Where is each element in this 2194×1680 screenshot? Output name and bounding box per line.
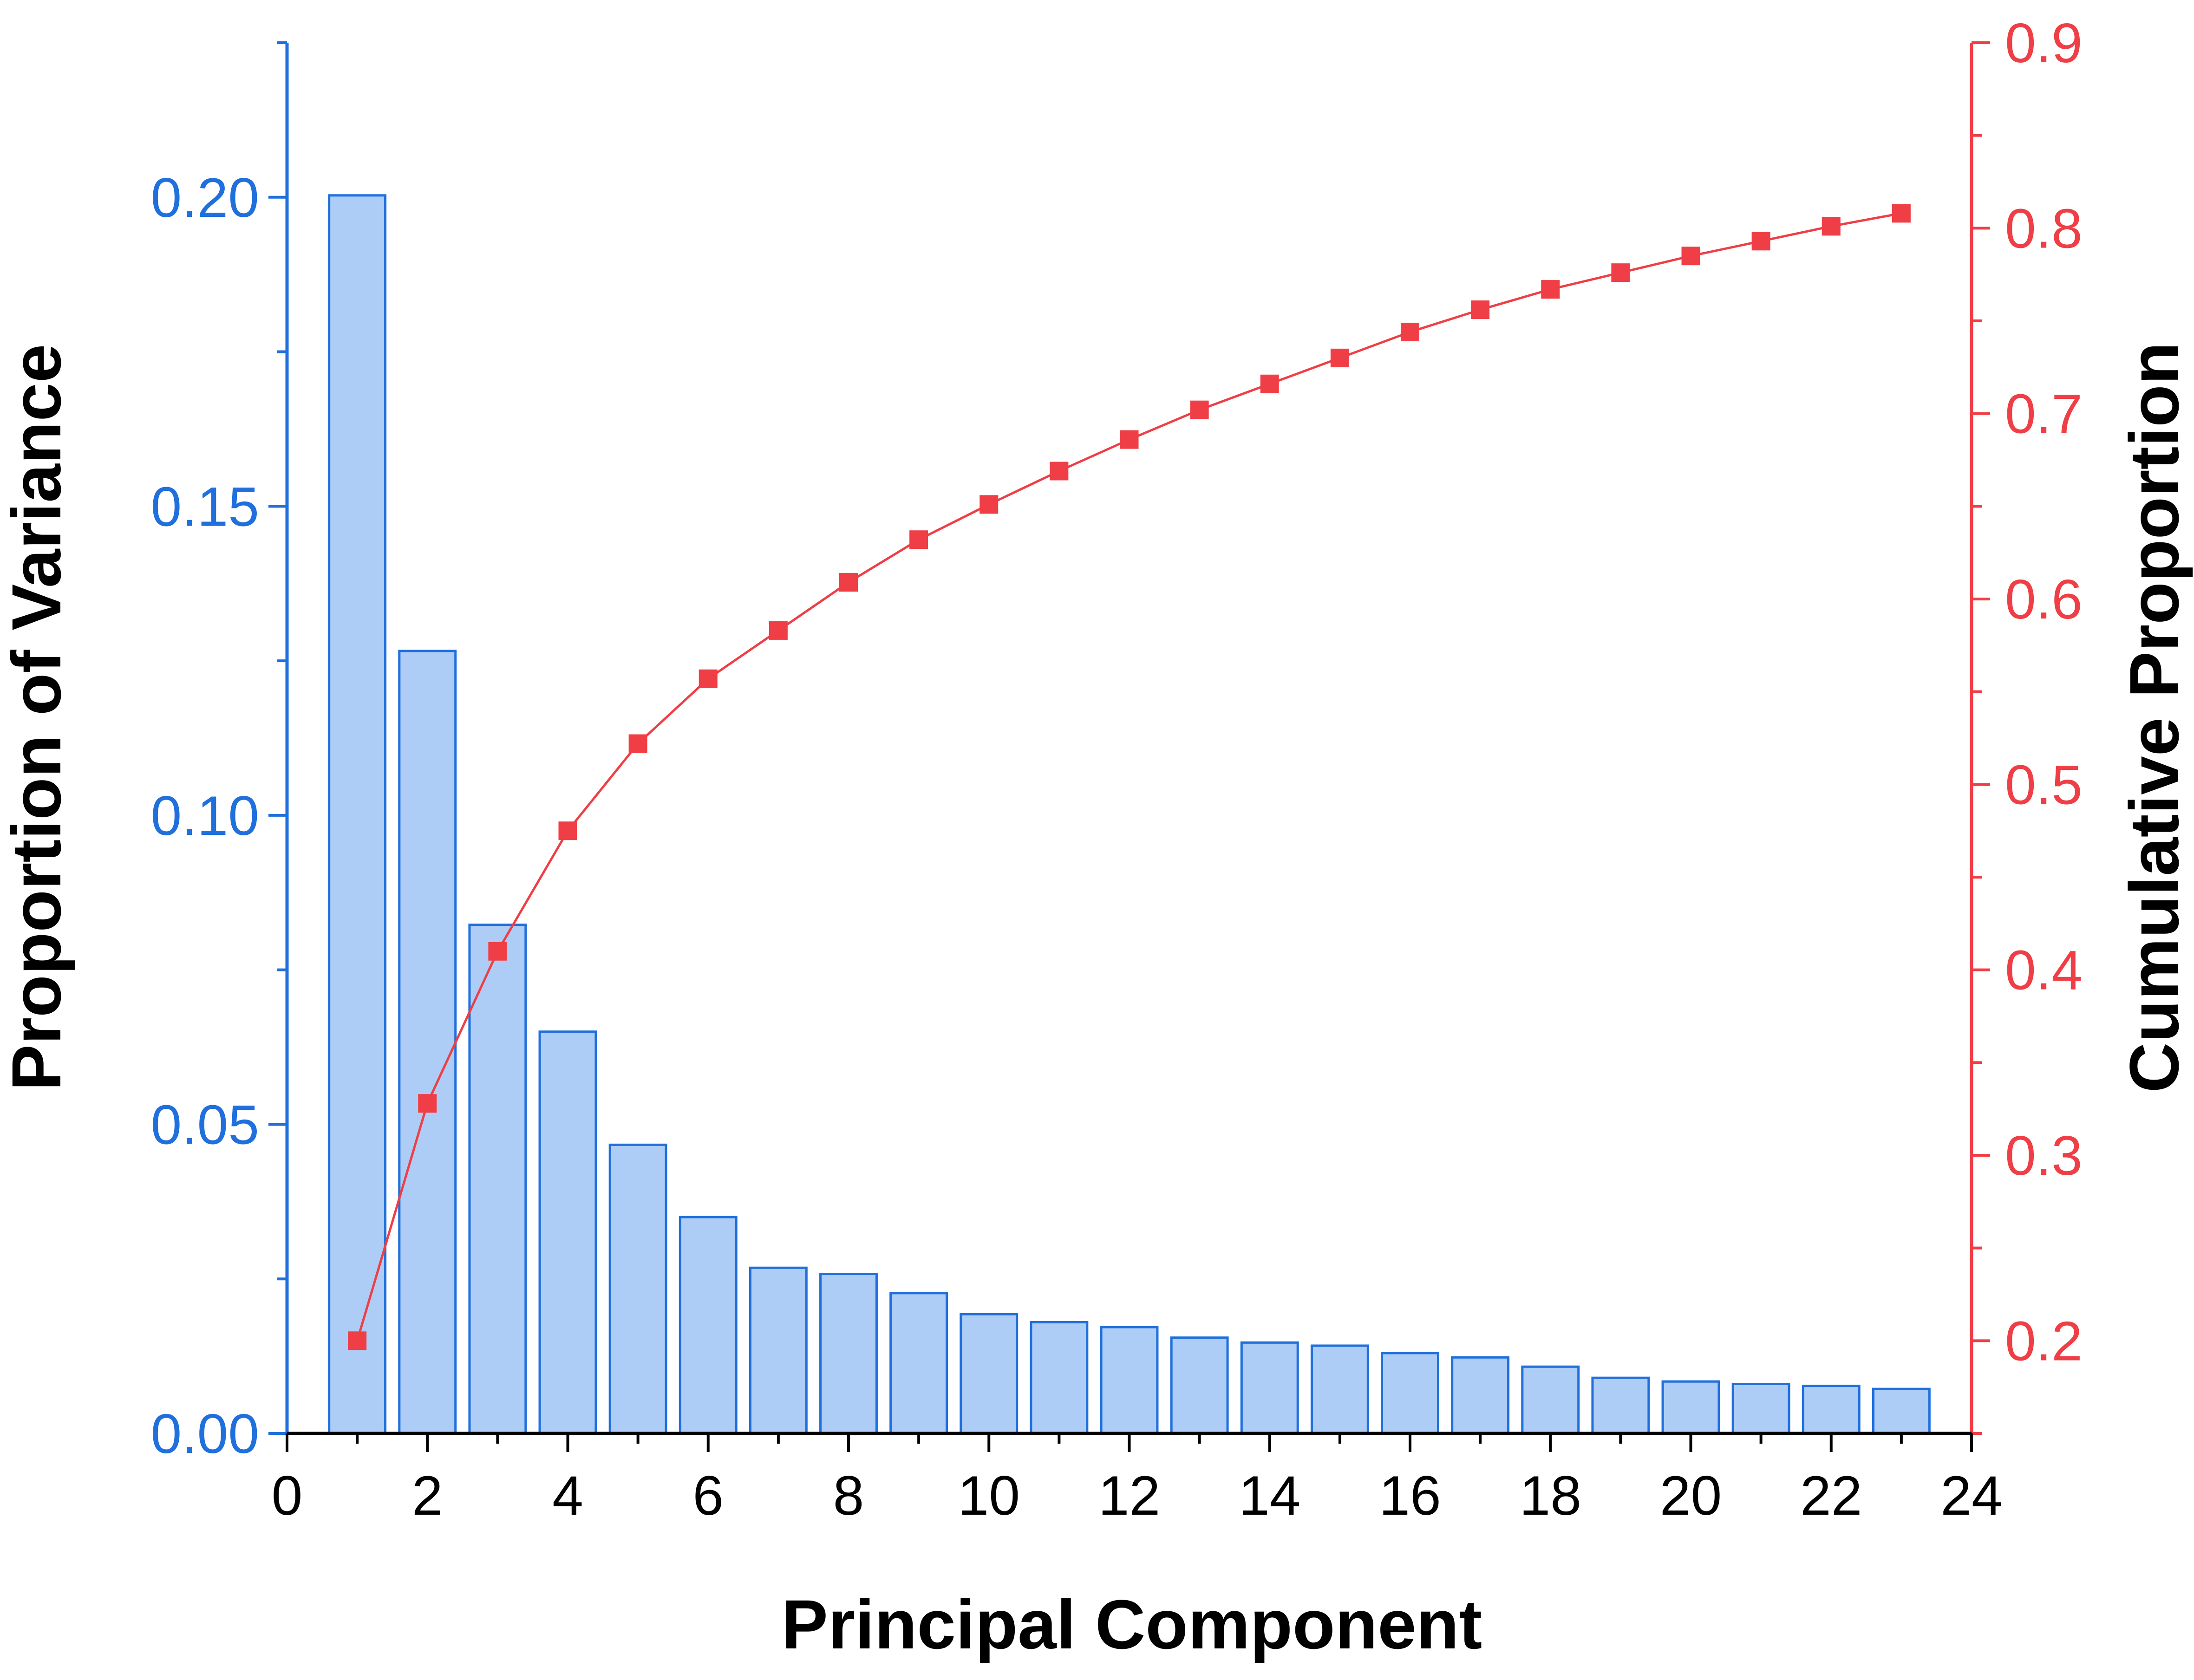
- right-y-tick-label: 0.6: [2005, 568, 2083, 631]
- left-y-tick-label: 0.10: [150, 785, 259, 847]
- cumulative-marker-pc-1: [348, 1331, 367, 1350]
- cumulative-marker-pc-11: [1050, 462, 1069, 481]
- x-tick-label: 24: [1940, 1465, 2002, 1527]
- bar-pc-10: [960, 1313, 1019, 1435]
- cumulative-marker-pc-5: [628, 734, 647, 753]
- cumulative-marker-pc-12: [1120, 430, 1139, 449]
- cumulative-marker-pc-22: [1822, 217, 1841, 236]
- bar-pc-19: [1591, 1376, 1650, 1435]
- cumulative-marker-pc-13: [1190, 400, 1209, 419]
- bar-pc-7: [749, 1266, 808, 1435]
- bar-pc-2: [398, 650, 457, 1435]
- cumulative-marker-pc-6: [699, 669, 718, 688]
- bar-pc-17: [1451, 1356, 1510, 1435]
- cumulative-marker-pc-2: [418, 1094, 437, 1113]
- x-tick-label: 6: [692, 1465, 724, 1527]
- x-tick-label: 16: [1379, 1465, 1441, 1527]
- right-y-tick-label: 0.8: [2005, 197, 2083, 260]
- x-tick-label: 8: [833, 1465, 864, 1527]
- cumulative-marker-pc-19: [1611, 263, 1630, 282]
- tick-labels-group: 0.00 0.05 0.10 0.15 0.20 0.2 0.3 0.4 0.5 0.6 0.7 0.…: [150, 12, 2082, 1527]
- axes-group: [268, 41, 1990, 1452]
- bar-pc-5: [608, 1143, 667, 1435]
- right-y-tick-label: 0.2: [2005, 1310, 2083, 1372]
- x-tick-label: 2: [412, 1465, 443, 1527]
- bar-pc-3: [468, 923, 527, 1435]
- cumulative-marker-pc-23: [1892, 204, 1911, 223]
- left-y-tick-label: 0.20: [150, 167, 259, 229]
- x-tick-label: 12: [1098, 1465, 1160, 1527]
- bar-pc-14: [1240, 1341, 1299, 1435]
- right-y-tick-label: 0.3: [2005, 1125, 2083, 1187]
- bar-pc-12: [1100, 1326, 1159, 1435]
- x-tick-label: 0: [272, 1465, 303, 1527]
- x-tick-label: 4: [552, 1465, 583, 1527]
- x-tick-label: 10: [958, 1465, 1020, 1527]
- x-tick-label: 14: [1239, 1465, 1300, 1527]
- right-y-tick-label: 0.5: [2005, 754, 2083, 816]
- x-axis-title: Principal Component: [782, 1585, 1482, 1663]
- y-axis-title: Proportion of Variance: [0, 344, 75, 1091]
- bar-pc-22: [1802, 1385, 1861, 1435]
- left-y-tick-label: 0.05: [150, 1094, 259, 1156]
- right-y-tick-label: 0.4: [2005, 939, 2083, 1002]
- cumulative-marker-pc-4: [558, 821, 577, 840]
- cumulative-marker-pc-16: [1401, 322, 1419, 341]
- left-y-tick-label: 0.15: [150, 475, 259, 538]
- x-tick-label: 22: [1800, 1465, 1862, 1527]
- cumulative-marker-pc-14: [1260, 374, 1279, 393]
- bar-pc-9: [889, 1292, 948, 1435]
- bars-group: [328, 194, 1931, 1435]
- x-tick-label: 20: [1660, 1465, 1722, 1527]
- cumulative-marker-pc-17: [1471, 300, 1490, 319]
- bar-pc-20: [1661, 1380, 1720, 1435]
- cumulative-marker-pc-8: [839, 573, 858, 592]
- cumulative-marker-pc-20: [1681, 247, 1700, 266]
- cumulative-marker-pc-9: [909, 530, 928, 549]
- bar-pc-16: [1381, 1352, 1439, 1435]
- cumulative-marker-pc-18: [1541, 280, 1560, 299]
- bar-pc-4: [538, 1030, 597, 1435]
- cumulative-marker-pc-15: [1330, 348, 1349, 367]
- right-y-tick-label: 0.9: [2005, 12, 2083, 74]
- right-y-tick-label: 0.7: [2005, 383, 2083, 445]
- bar-pc-1: [328, 194, 387, 1435]
- y2-axis-title: Cumulative Proportion: [2115, 342, 2193, 1093]
- cumulative-line-group: [348, 204, 1911, 1350]
- bar-pc-15: [1310, 1344, 1369, 1435]
- bar-pc-8: [819, 1273, 878, 1435]
- bar-pc-23: [1872, 1387, 1931, 1435]
- bar-pc-11: [1030, 1321, 1089, 1435]
- bar-pc-13: [1170, 1336, 1229, 1435]
- bar-pc-18: [1521, 1365, 1580, 1435]
- cumulative-marker-pc-3: [488, 942, 507, 961]
- cumulative-marker-pc-10: [979, 495, 999, 514]
- cumulative-marker-pc-21: [1751, 232, 1770, 251]
- bar-pc-21: [1731, 1383, 1790, 1435]
- x-tick-label: 18: [1520, 1465, 1581, 1527]
- cumulative-marker-pc-7: [769, 621, 788, 640]
- bar-pc-6: [679, 1216, 738, 1435]
- left-y-tick-label: 0.00: [150, 1403, 259, 1465]
